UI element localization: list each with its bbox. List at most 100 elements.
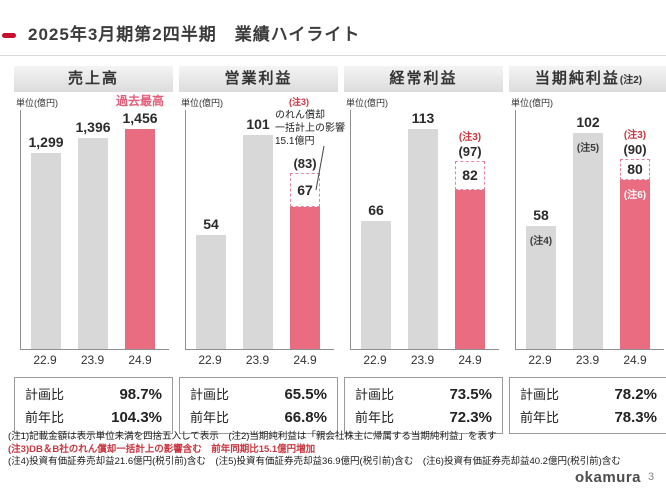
plan-ratio-value: 65.5% xyxy=(284,386,327,403)
ordinary-income-chart: 66 113 (注3) (97) 82 xyxy=(350,110,499,350)
title-accent-dash xyxy=(2,33,16,38)
panel-net-income-header: 当期純利益(注2) xyxy=(509,66,666,92)
net-sales-bar-22-9 xyxy=(31,152,61,349)
annotation-line-2: 一括計上の影響 xyxy=(275,123,345,134)
yoy-ratio-label: 前年比 xyxy=(190,410,230,425)
bar-value-label: 80 xyxy=(627,161,643,178)
operating-income-bar-24-9 xyxy=(290,207,320,349)
ordinary-income-bar-group-24-9: (注3) (97) 82 xyxy=(455,110,485,349)
bar-value-label: 66 xyxy=(368,201,384,218)
operating-income-bar-group-24-9: (83) 67 xyxy=(290,110,320,349)
unit-label: 単位(億円) xyxy=(511,98,553,108)
bar-value-label: 1,456 xyxy=(122,109,158,126)
yoy-ratio-row: 前年比 66.8% xyxy=(190,405,327,428)
net-sales-bar-group-23-9: 1,396 xyxy=(75,110,111,349)
yoy-ratio-value: 72.3% xyxy=(449,409,492,426)
okamura-logo: okamura xyxy=(575,469,642,486)
yoy-ratio-row: 前年比 72.3% xyxy=(355,405,492,428)
plan-ratio-row: 計画比 73.5% xyxy=(355,382,492,405)
operating-income-bar-22-9 xyxy=(196,234,226,349)
net-income-bar-group-22-9: 58 (注4) xyxy=(526,110,556,349)
page-title: 2025年3月期第2四半期 業績ハイライト xyxy=(28,25,361,44)
yoy-ratio-value: 66.8% xyxy=(284,409,327,426)
goodwill-impact-dashed-box: 82 xyxy=(455,160,485,190)
net-sales-bar-group-24-9: 過去最高 1,456 xyxy=(116,94,164,349)
net-income-title-note: (注2) xyxy=(619,75,643,86)
bar-value-label: 54 xyxy=(203,215,219,232)
plan-ratio-value: 73.5% xyxy=(449,386,492,403)
plan-ratio-row: 計画比 98.7% xyxy=(25,382,162,405)
net-income-chart: 58 (注4) 102 (注5) (注3) (90) 80 (注6) xyxy=(515,110,664,350)
panel-net-sales: 売上高 単位(億円) 1,299 1,396 過去最高 1,456 22.9 2… xyxy=(14,66,173,434)
x-tick-label: 24.9 xyxy=(623,353,647,367)
yoy-ratio-value: 78.3% xyxy=(614,409,657,426)
plan-ratio-value: 98.7% xyxy=(119,386,162,403)
annotation-line-3: 15.1億円 xyxy=(275,136,315,147)
net-income-ratio-box: 計画比 78.2% 前年比 78.3% xyxy=(509,377,666,434)
x-tick-label: 24.9 xyxy=(128,353,152,367)
bar-value-label: 82 xyxy=(462,167,478,184)
panel-ordinary-income-header: 経常利益 xyxy=(344,66,503,92)
pre-adjustment-value-label: (97) xyxy=(458,143,482,159)
note3-ref-label: (注3) xyxy=(458,131,482,143)
yoy-ratio-row: 前年比 78.3% xyxy=(520,405,657,428)
unit-label: 単位(億円) xyxy=(181,98,223,108)
annotation-line-1: のれん償却 xyxy=(275,110,325,121)
page-number: 3 xyxy=(648,471,655,483)
goodwill-impact-dashed-box: 67 xyxy=(290,173,320,208)
operating-income-chart: 54 101 (83) 67 xyxy=(185,110,334,350)
net-sales-chart: 1,299 1,396 過去最高 1,456 xyxy=(20,94,169,350)
net-sales-bar-23-9 xyxy=(78,137,108,349)
footnotes: (注1)記載金額は表示単位未満を四捨五入して表示 (注2)当期純利益は「親会社株… xyxy=(8,431,648,469)
panel-operating-income-title: 営業利益 xyxy=(224,70,293,87)
net-income-x-axis: 22.9 23.9 24.9 xyxy=(515,350,664,367)
pre-adjustment-value-label: (90) xyxy=(623,141,647,157)
net-sales-ratio-box: 計画比 98.7% 前年比 104.3% xyxy=(14,377,173,434)
footnote-line-3: (注4)投資有価証券売却益21.6億円(税引前)含む (注5)投資有価証券売却益… xyxy=(8,456,621,467)
plan-ratio-row: 計画比 65.5% xyxy=(190,382,327,405)
annotation-note3: (注3) xyxy=(289,97,309,107)
x-tick-label: 23.9 xyxy=(410,353,435,367)
ordinary-income-bar-22-9 xyxy=(361,220,391,349)
panel-net-sales-title: 売上高 xyxy=(67,70,119,87)
x-tick-label: 22.9 xyxy=(528,353,552,367)
operating-income-bar-group-23-9: 101 xyxy=(243,110,273,349)
panel-net-sales-header: 売上高 xyxy=(14,66,173,92)
bar-value-label: 113 xyxy=(411,110,435,127)
yoy-ratio-value: 104.3% xyxy=(111,409,162,426)
plan-ratio-label: 計画比 xyxy=(190,387,230,402)
operating-income-x-axis: 22.9 23.9 24.9 xyxy=(185,350,334,367)
operating-income-bar-23-9 xyxy=(243,135,273,349)
panel-ordinary-income-title: 経常利益 xyxy=(389,70,458,87)
goodwill-impact-dashed-box: 80 xyxy=(620,158,650,180)
record-high-label: 過去最高 xyxy=(116,93,165,108)
unit-label: 単位(億円) xyxy=(16,98,58,108)
ordinary-income-bar-group-22-9: 66 xyxy=(361,110,391,349)
panel-operating-income: 営業利益 単位(億円) (注3) のれん償却 一括計上の影響 15.1億円 54… xyxy=(179,66,345,434)
x-tick-label: 23.9 xyxy=(245,353,270,367)
pre-adjustment-value-label: (83) xyxy=(293,156,317,172)
net-income-bar-group-23-9: 102 (注5) xyxy=(573,110,603,349)
bar-value-label: 58 xyxy=(533,207,549,224)
x-tick-label: 22.9 xyxy=(33,353,57,367)
bar-value-label: 1,299 xyxy=(28,133,64,150)
panel-operating-income-header: 営業利益 xyxy=(179,66,338,92)
ordinary-income-bar-23-9 xyxy=(408,129,438,349)
net-income-bar-group-24-9: (注3) (90) 80 (注6) xyxy=(620,110,650,349)
unit-label: 単位(億円) xyxy=(346,98,388,108)
note4-ref-label: (注4) xyxy=(529,236,553,248)
yoy-ratio-label: 前年比 xyxy=(520,410,560,425)
footnote-line-2: (注3)DB＆B社のれん償却一括計上の影響含む 前年同期比15.1億円増加 xyxy=(8,443,316,455)
bar-value-label: 101 xyxy=(246,116,270,133)
panel-net-income: 当期純利益(注2) 単位(億円) 58 (注4) 102 (注5) (注3) (… xyxy=(509,66,666,434)
x-tick-label: 24.9 xyxy=(293,353,317,367)
net-sales-bar-group-22-9: 1,299 xyxy=(28,110,64,349)
x-tick-label: 24.9 xyxy=(458,353,482,367)
x-tick-label: 22.9 xyxy=(363,353,387,367)
note6-ref-label: (注6) xyxy=(623,189,647,201)
x-tick-label: 23.9 xyxy=(80,353,105,367)
plan-ratio-row: 計画比 78.2% xyxy=(520,382,657,405)
net-income-bar-23-9: (注5) xyxy=(573,133,603,349)
x-tick-label: 22.9 xyxy=(198,353,222,367)
x-tick-label: 23.9 xyxy=(575,353,600,367)
